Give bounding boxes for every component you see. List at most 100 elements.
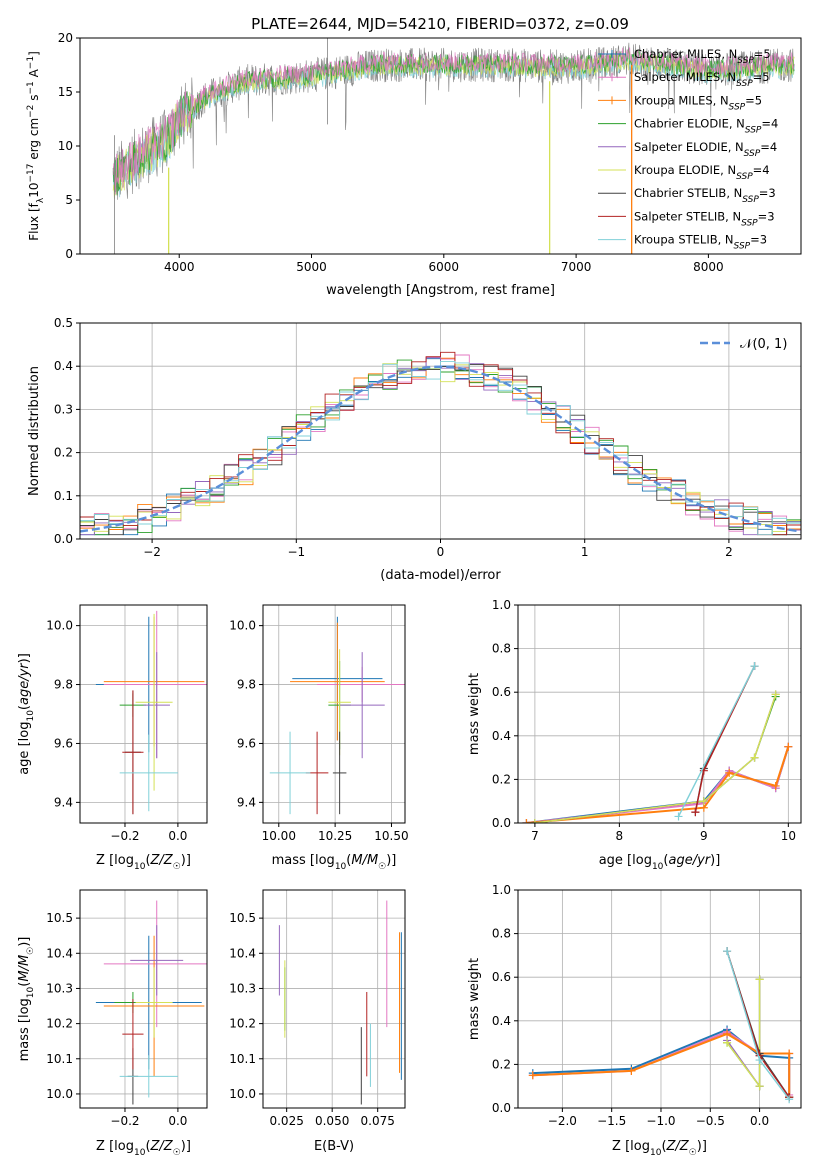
label-part: ( (145, 1139, 150, 1154)
y-axis-label: Flux [fλ10−17 erg cm−2 s−1 A−1] (26, 51, 46, 241)
mass-vs-metallicity-panel: −0.2 0.010.010.110.210.310.410.5Z [log10(… (17, 889, 208, 1158)
label-part: ( (346, 853, 351, 868)
series-point (785, 1095, 794, 1104)
label-part: 10 (650, 1148, 662, 1158)
axes-frame: 7 8 9 10 0.0 0.2 0.4 0.6 0.8 1.0 mass weight age [l… (467, 598, 802, 872)
axes-border (517, 889, 802, 1109)
legend-label: Salpeter MILES, NSSP=5 (634, 70, 770, 89)
label-part: Z/Z (666, 1139, 690, 1154)
label-part: age [log (17, 722, 32, 775)
label-part: 10 (335, 862, 347, 872)
y-tick-label: 10.5 (229, 911, 256, 925)
series-point (530, 819, 539, 823)
label-part: −1 (26, 81, 36, 94)
axes-frame: 4000 5000 6000 7000 8000 0 5 10 15 20 wavelength [… (26, 31, 802, 298)
x-tick-label: 9 (700, 829, 708, 843)
x-tick-label: 7000 (561, 260, 592, 274)
x-tick-label: 0 (437, 545, 445, 559)
series-point (771, 690, 780, 699)
label-part: ( (663, 853, 668, 868)
series-line (526, 746, 790, 823)
y-tick-label: 9.8 (54, 678, 73, 692)
x-tick-label: −0.2 (110, 829, 139, 843)
series-point (699, 797, 708, 806)
label-part: )] (710, 853, 720, 868)
x-axis-label: age [log10(age/yr)] (599, 853, 721, 872)
legend-label: Chabrier ELODIE, NSSP=4 (634, 117, 778, 136)
model-spectrum-line (112, 48, 795, 196)
plot-area (528, 947, 794, 1104)
legend-label: Chabrier MILES, NSSP=5 (634, 47, 771, 66)
mass-weight-vs-age-panel: 7 8 9 10 0.0 0.2 0.4 0.6 0.8 1.0 mass weight age [l… (467, 598, 802, 872)
axes-border (79, 604, 208, 824)
y-tick-label: 0.0 (492, 816, 511, 830)
y-tick-label: 9.4 (54, 795, 73, 809)
axes-border (517, 604, 802, 824)
axes-border (262, 889, 406, 1109)
label-part: mass [log (17, 998, 32, 1061)
label-part: =3 (759, 186, 776, 200)
x-tick-label: 0.025 (269, 1114, 303, 1128)
label-part: Z/Z (150, 853, 174, 868)
label-part: SSP (736, 172, 753, 182)
label-part: SSP (729, 102, 746, 112)
y-tick-label: 10.2 (229, 1017, 256, 1031)
label-part: ( (17, 705, 32, 710)
histogram-step (80, 360, 801, 536)
mass-vs-extinction-panel: 0.025 0.050 0.075 10.0 10.1 10.2 10.3 10.4 10.5 E… (229, 889, 406, 1154)
y-tick-label: 0.8 (492, 642, 511, 656)
model-spectrum-line (112, 47, 795, 195)
histogram-step (80, 351, 801, 536)
series-point (755, 1056, 764, 1065)
series-point (725, 768, 734, 777)
label-part: )] (697, 1139, 707, 1154)
label-part: =3 (758, 209, 775, 223)
series-point (755, 1082, 764, 1091)
y-tick-label: 5 (65, 193, 73, 207)
plot-area (95, 610, 207, 815)
label-part: mass [log (272, 853, 335, 868)
label-part: Z [log (96, 853, 134, 868)
legend: Chabrier MILES, NSSP=5 Salpeter MILES, NS… (598, 47, 778, 252)
label-part: −2 (26, 105, 36, 118)
spectrum-panel: 4000 5000 6000 7000 8000 0 5 10 15 20 wavelength [… (26, 31, 802, 298)
label-part: Flux [f (27, 202, 41, 240)
label-part: M/M (17, 955, 32, 982)
x-tick-label: 0.0 (168, 1114, 187, 1128)
x-tick-label: 1 (581, 545, 589, 559)
x-tick-label: 10.00 (262, 829, 296, 843)
label-part: Salpeter ELODIE, N (634, 140, 744, 154)
label-part: )] (17, 653, 32, 663)
label-part: =5 (754, 47, 771, 61)
label-part: M/M (351, 853, 378, 868)
label-part: Z/Z (150, 1139, 174, 1154)
label-part: )] (181, 1139, 191, 1154)
label-part: )] (181, 853, 191, 868)
x-axis-label: E(B-V) (314, 1139, 354, 1154)
y-axis-label: mass [log10(M/M☉)] (17, 937, 36, 1062)
label-part: SSP (745, 126, 762, 136)
label-part: SSP (741, 218, 758, 228)
y-tick-label: 15 (58, 85, 73, 99)
label-part: SSP (742, 195, 759, 205)
label-part: Salpeter STELIB, N (634, 209, 741, 223)
y-tick-label: 9.6 (54, 736, 73, 750)
axes-frame: 10.00 10.25 10.50 9.4 9.6 9.8 10.0 mass [log10(… (229, 604, 409, 872)
y-tick-label: 0.2 (492, 1057, 511, 1071)
y-tick-label: 10 (58, 139, 73, 153)
series-point (522, 819, 531, 823)
grid (518, 604, 801, 824)
x-axis-label: (data-model)/error (380, 568, 501, 583)
x-tick-label: 0.075 (361, 1114, 395, 1128)
y-tick-label: 0.2 (54, 446, 73, 460)
x-tick-label: 4000 (164, 260, 195, 274)
y-tick-label: 10.0 (46, 1087, 73, 1101)
label-part: Chabrier STELIB, N (634, 186, 742, 200)
legend-label: Kroupa ELODIE, NSSP=4 (634, 163, 770, 182)
grid (80, 605, 207, 823)
grid (80, 890, 207, 1108)
label-part: ( (17, 982, 32, 987)
label-part: age/yr (17, 662, 32, 705)
series-point (723, 947, 732, 956)
